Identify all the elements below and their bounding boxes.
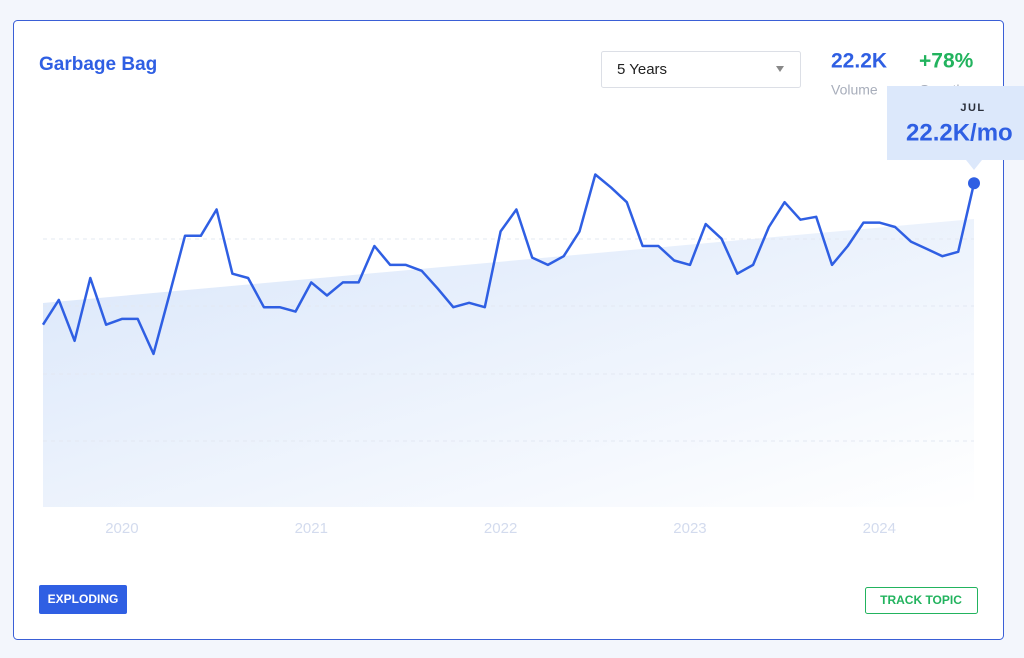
volume-label: Volume (831, 82, 878, 98)
track-topic-label[interactable]: TRACK TOPIC (880, 593, 962, 607)
trend-line (41, 173, 976, 356)
dropdown-arrow (776, 66, 784, 72)
range-select-label[interactable]: 5 Years (617, 61, 667, 78)
x-tick-label: 2024 (863, 520, 896, 537)
growth-value: +78% (919, 50, 974, 73)
x-tick-label: 2023 (673, 520, 706, 537)
tooltip-value: 22.2K/mo (906, 119, 1013, 146)
x-tick-label: 2021 (295, 520, 328, 537)
tooltip-month: JUL (960, 102, 985, 114)
exploding-badge (39, 585, 127, 614)
track-topic-button[interactable] (865, 587, 978, 614)
exploding-badge-label: EXPLODING (48, 592, 119, 606)
x-tick-label: 2022 (484, 520, 517, 537)
topic-title: Garbage Bag (39, 54, 157, 75)
trend-area (43, 219, 974, 507)
plot-area: 2020 2021 2022 2023 2024 (41, 173, 976, 537)
tooltip-box (887, 86, 1024, 160)
volume-value: 22.2K (831, 50, 887, 73)
tooltip-pointer (966, 160, 982, 170)
tooltip: JUL 22.2K/mo (887, 86, 1024, 170)
range-select[interactable] (601, 51, 801, 88)
x-tick-label: 2020 (105, 520, 138, 537)
highlight-point (968, 177, 980, 190)
